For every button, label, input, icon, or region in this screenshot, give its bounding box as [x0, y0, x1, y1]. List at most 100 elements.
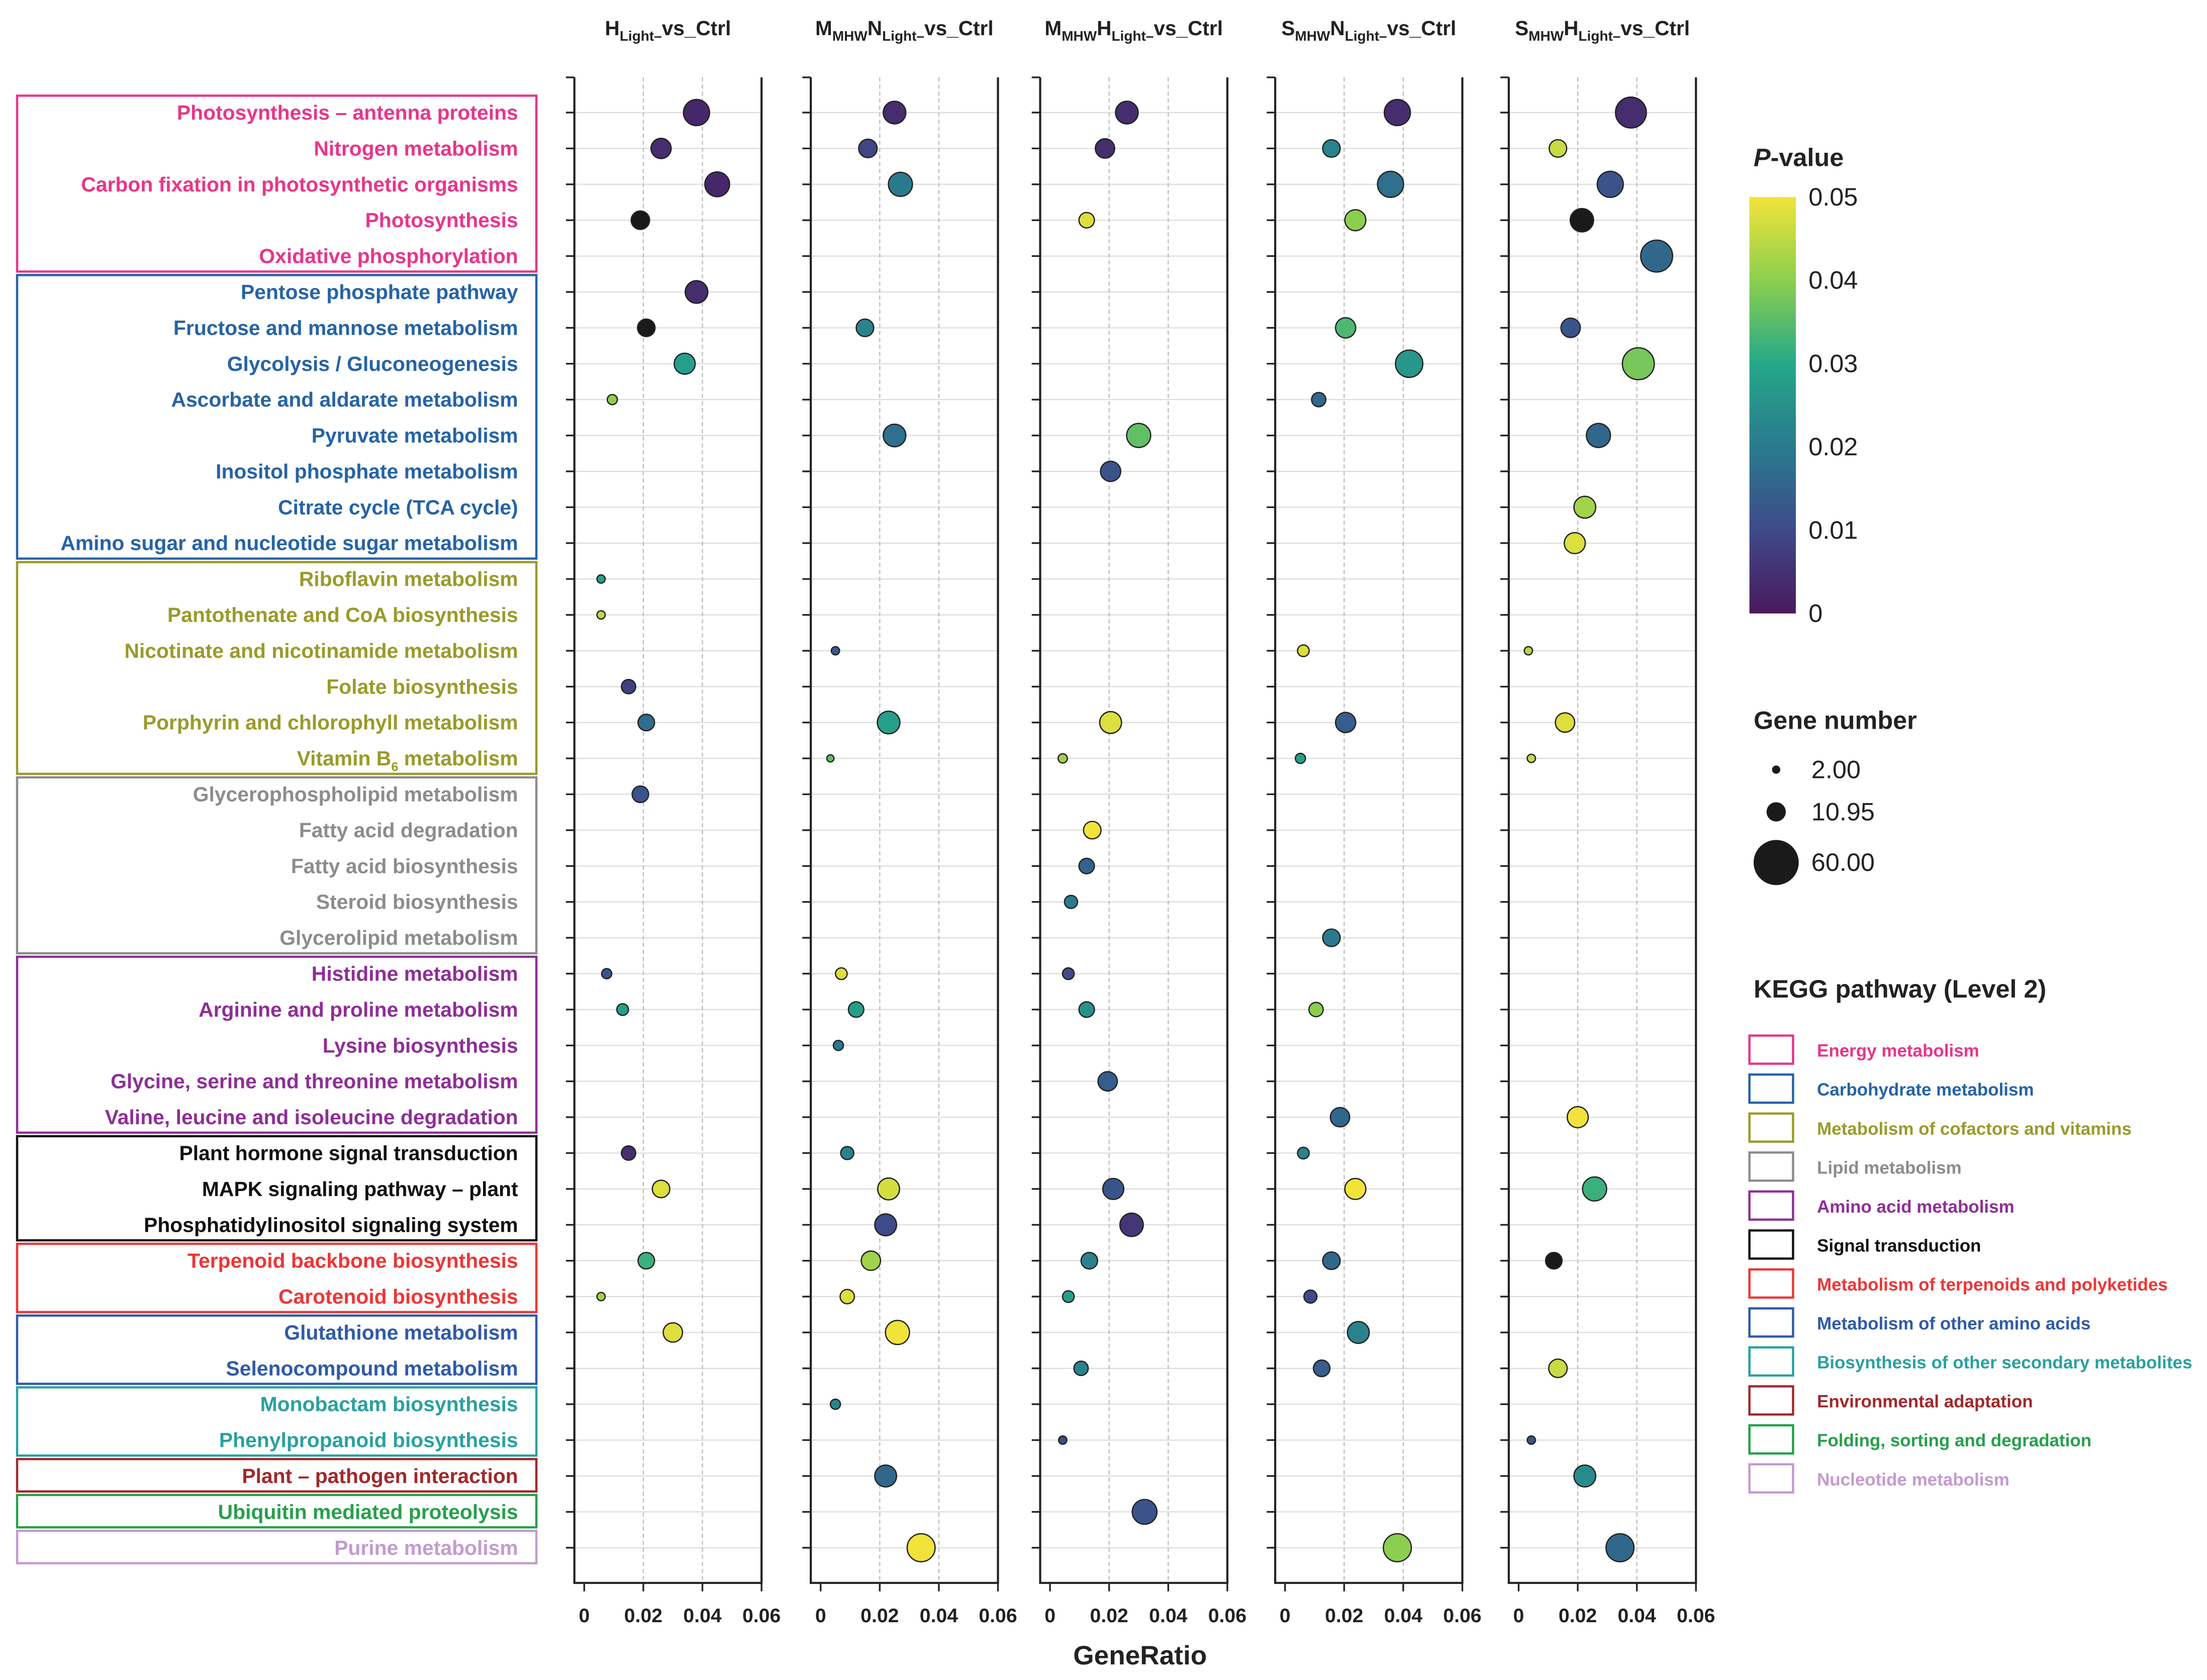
pathway-label-text: Glycerolipid metabolism: [279, 926, 518, 949]
bubble-point: [1383, 1533, 1412, 1562]
panel-title: SMHWHLight–vs_Ctrl: [1515, 17, 1690, 44]
pathway-label: Selenocompound metabolism: [226, 1357, 518, 1380]
pvalue-colorbar: [1749, 196, 1796, 614]
x-tick-label: 0.02: [860, 1605, 899, 1627]
group-box: [16, 1494, 538, 1529]
pathway-label: Steroid biosynthesis: [316, 891, 518, 914]
panel-title-part: MHW: [1528, 28, 1564, 44]
pathway-label-text: MAPK signaling pathway – plant: [202, 1177, 518, 1201]
bubble-point: [1334, 317, 1357, 339]
panel-frame: [1039, 77, 1228, 1584]
kegg-legend-label: Amino acid metabolism: [1817, 1197, 2014, 1217]
bubble-point: [637, 1251, 655, 1270]
bubble-point: [855, 318, 875, 338]
bubble-point: [1605, 1533, 1635, 1562]
pathway-label: Photosynthesis – antenna proteins: [177, 101, 518, 124]
pathway-label: Ubiquitin mediated proteolysis: [218, 1500, 518, 1523]
bubble-point: [1322, 1251, 1341, 1270]
x-tick-label: 0.04: [1384, 1605, 1422, 1627]
group-box: [16, 94, 538, 273]
bubble-point: [616, 1003, 629, 1016]
bubble-point: [1294, 752, 1306, 764]
pathway-label-text: Terpenoid backbone biosynthesis: [187, 1249, 518, 1272]
panel-1: 0 0.02 0.04 0.06 HLight–vs_Ctrl: [565, 17, 781, 1627]
pathway-label: Terpenoid backbone biosynthesis: [187, 1249, 518, 1272]
bubble-point: [885, 1320, 910, 1345]
pathway-label-text: Porphyrin and chlorophyll metabolism: [143, 711, 518, 734]
bubble-point: [596, 1292, 606, 1302]
pathway-label-subscript: 6: [391, 760, 398, 774]
panel-title-part: N: [868, 17, 882, 40]
pathway-label: Glycerophospholipid metabolism: [193, 783, 518, 806]
bubble-point: [685, 280, 709, 304]
pathway-label: MAPK signaling pathway – plant: [202, 1177, 518, 1201]
colorbar-tick-label: 0.04: [1808, 266, 1858, 294]
panel-title: MMHWHLight–vs_Ctrl: [1044, 17, 1223, 44]
pathway-label: Fructose and mannose metabolism: [173, 316, 518, 339]
panel-title-part: Light–: [882, 28, 924, 44]
bubble-point: [637, 318, 656, 338]
bubble-point: [1058, 1435, 1068, 1445]
x-tick-label: 0: [1513, 1605, 1524, 1627]
bubble-point: [596, 610, 606, 620]
bubble-point: [1115, 101, 1139, 125]
x-tick-label: 0.02: [1559, 1605, 1597, 1627]
pvalue-title-italic: P: [1754, 143, 1771, 171]
pathway-label-text: Pentose phosphate pathway: [241, 280, 518, 304]
panel-title-part: Light–: [1111, 28, 1154, 44]
kegg-legend-swatch: [1748, 1424, 1794, 1455]
bubble-point: [1119, 1212, 1144, 1237]
panel-title-part: MHW: [832, 28, 868, 44]
size-legend-label: 2.00: [1811, 755, 1861, 783]
colorbar-tick-label: 0.02: [1808, 432, 1858, 461]
panel-title-part: Light–: [620, 28, 662, 44]
pathway-label-text: Glycine, serine and threonine metabolism: [111, 1070, 518, 1093]
bubble-point: [832, 1039, 844, 1051]
pathway-label-text: Nicotinate and nicotinamide metabolism: [124, 639, 518, 662]
bubble-point: [1586, 423, 1611, 448]
bubble-point: [1297, 644, 1310, 657]
pathway-label-text: Histidine metabolism: [312, 962, 518, 985]
x-tick-label: 0.02: [624, 1605, 662, 1627]
bubble-point: [839, 1289, 855, 1305]
pathway-label: Pyruvate metabolism: [312, 424, 518, 447]
size-legend-dot: [1753, 840, 1799, 885]
bubble-point: [1334, 712, 1357, 734]
panel-title: HLight–vs_Ctrl: [605, 17, 731, 44]
group-box: [16, 776, 538, 955]
panel-3: 0 0.02 0.04 0.06 MMHWHLight–vs_Ctrl: [1031, 17, 1246, 1627]
bubble-point: [1383, 98, 1411, 127]
kegg-legend-swatch: [1748, 1112, 1794, 1143]
pvalue-legend-title: P-value: [1754, 143, 1844, 171]
size-legend-dot: [1772, 765, 1781, 774]
bubble-point: [1526, 1435, 1537, 1445]
bubble-point: [1573, 1464, 1597, 1488]
panel-title-part: vs_Ctrl: [924, 17, 994, 40]
group-box: [16, 1242, 538, 1314]
panel-title-part: M: [815, 17, 832, 40]
pathway-label: Citrate cycle (TCA cycle): [278, 496, 518, 519]
x-tick-label: 0: [579, 1605, 590, 1627]
pathway-label-text: Nitrogen metabolism: [314, 137, 518, 160]
pathway-label-text: Plant hormone signal transduction: [179, 1141, 518, 1164]
x-tick-label: 0.02: [1325, 1605, 1363, 1627]
kegg-legend-label: Metabolism of other amino acids: [1817, 1314, 2090, 1334]
pathway-label: Glycerolipid metabolism: [279, 926, 518, 949]
pathway-label-text: Inositol phosphate metabolism: [216, 460, 518, 483]
bubble-point: [877, 1177, 900, 1201]
bubble-point: [1094, 138, 1115, 159]
kegg-legend-swatch: [1748, 1190, 1794, 1221]
bubble-point: [1297, 1146, 1310, 1160]
bubble-point: [1564, 532, 1586, 554]
pathway-label-text: Fructose and mannose metabolism: [173, 316, 518, 339]
pathway-label-text: Ubiquitin mediated proteolysis: [218, 1500, 518, 1523]
bubble-point: [1596, 170, 1624, 198]
bubble-point: [596, 574, 606, 584]
group-box: [16, 1529, 538, 1564]
pathway-label: Folate biosynthesis: [326, 675, 518, 698]
panel-title-part: N: [1330, 17, 1345, 40]
panel-frame: [810, 77, 999, 1584]
group-box: [16, 561, 538, 775]
pathway-label-text: Monobactam biosynthesis: [260, 1393, 518, 1416]
